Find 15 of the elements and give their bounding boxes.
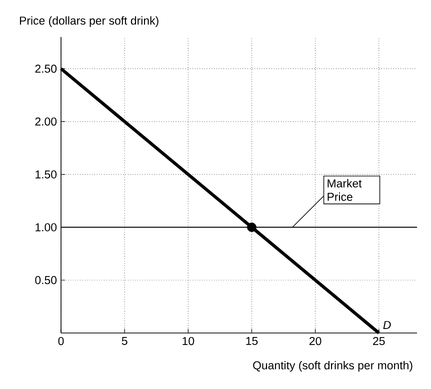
- x-tick-label: 25: [373, 336, 385, 346]
- y-tick-label: 2.50: [35, 64, 57, 73]
- ref-line-label: Market Price: [328, 179, 362, 201]
- y-tick-label: 1.00: [36, 223, 57, 232]
- x-tick-label: 15: [246, 336, 258, 345]
- x-tick-label: 20: [310, 336, 322, 346]
- x-tick-label: 0: [58, 336, 64, 346]
- y-tick-label: 2.00: [35, 117, 57, 126]
- annotation: D: [383, 321, 391, 329]
- x-tick-label: 5: [122, 336, 128, 345]
- y-tick-label: 0.50: [35, 276, 57, 284]
- x-tick-label: 10: [182, 336, 194, 346]
- x-axis-title: Quantity (soft drinks per month): [253, 360, 412, 372]
- y-axis-title: Price (dollars per soft drink): [20, 16, 158, 27]
- y-tick-label: 1.50: [36, 170, 57, 178]
